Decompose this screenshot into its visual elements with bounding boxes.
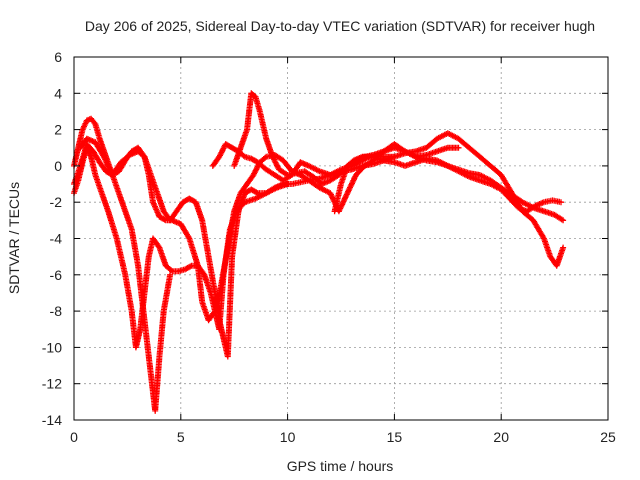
series-track-7 <box>331 153 567 224</box>
y-tick-label: -14 <box>42 412 62 428</box>
data-point <box>185 234 192 241</box>
data-point <box>161 216 168 223</box>
x-tick-label: 5 <box>177 429 185 445</box>
y-tick-label: 0 <box>54 158 62 174</box>
data-point <box>558 199 564 206</box>
y-tick-label: -8 <box>50 303 63 319</box>
x-axis-label: GPS time / hours <box>287 458 394 474</box>
series-track-3 <box>71 141 398 360</box>
data-point <box>187 263 194 270</box>
data-point <box>167 271 174 278</box>
series-track-4 <box>77 135 462 324</box>
y-tick-label: -6 <box>50 267 63 283</box>
y-tick-label: -12 <box>42 376 62 392</box>
data-point <box>168 267 174 274</box>
x-tick-label: 15 <box>387 429 403 445</box>
chart-title: Day 206 of 2025, Sidereal Day-to-day VTE… <box>85 18 595 34</box>
y-tick-label: 4 <box>54 85 62 101</box>
y-tick-label: 2 <box>54 122 62 138</box>
data-point <box>253 189 260 196</box>
x-tick-label: 0 <box>70 429 78 445</box>
data-point <box>455 144 462 151</box>
y-tick-label: 6 <box>54 49 62 65</box>
data-point <box>560 244 567 251</box>
y-tick-label: -4 <box>50 231 63 247</box>
x-tick-label: 25 <box>600 429 616 445</box>
y-tick-label: -10 <box>42 339 62 355</box>
data-point <box>211 309 218 316</box>
y-axis-label: SDTVAR / TECUs <box>6 182 22 294</box>
data-point <box>560 217 567 224</box>
x-tick-label: 10 <box>280 429 296 445</box>
series-track-5 <box>209 141 564 215</box>
y-tick-label: -2 <box>50 194 63 210</box>
data-points <box>71 90 567 414</box>
x-tick-label: 20 <box>493 429 509 445</box>
series-track-2 <box>71 115 174 414</box>
